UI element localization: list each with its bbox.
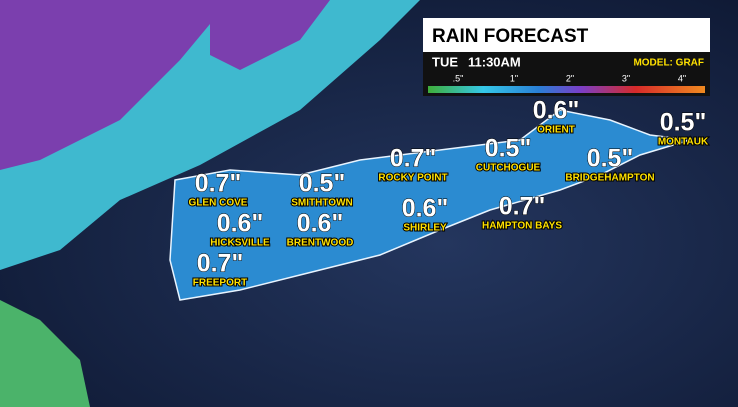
model: MODEL: GRAF (633, 58, 704, 69)
title: RAIN FORECAST (432, 26, 589, 47)
title-bar (423, 18, 710, 52)
rain-amount: 0.6" (402, 195, 449, 223)
location-name: ROCKY POINT (378, 173, 447, 184)
rain-amount: 0.5" (485, 135, 532, 163)
purple-region (210, 0, 330, 70)
long-island (169, 109, 691, 301)
rain-amount: 0.5" (660, 109, 707, 137)
location-name: GLEN COVE (189, 198, 248, 209)
location-name: CUTCHOGUE (476, 163, 541, 174)
rain-amount: 0.6" (533, 97, 580, 125)
rain-amount: 0.6" (297, 210, 344, 238)
rain-amount: 0.5" (299, 170, 346, 198)
legend-label: .5" (453, 73, 464, 83)
legend-label: 4" (678, 73, 686, 83)
location-name: BRENTWOOD (287, 238, 354, 249)
location-name: BRIDGEHAMPTON (565, 173, 654, 184)
rain-amount: 0.7" (195, 170, 242, 198)
legend-label: 2" (566, 73, 574, 83)
rain-amount: 0.7" (390, 145, 437, 173)
time: 11:30AM (468, 54, 521, 69)
location-name: SHIRLEY (403, 223, 447, 234)
rain-amount: 0.7" (197, 250, 244, 278)
location-name: SMITHTOWN (291, 198, 352, 209)
location-name: HAMPTON BAYS (482, 221, 562, 232)
legend-bar (428, 86, 705, 93)
location-name: HICKSVILLE (210, 238, 270, 249)
purple-region (0, 0, 230, 170)
location-name: MONTAUK (658, 137, 709, 148)
green-region (0, 300, 90, 407)
rain-amount: 0.6" (217, 210, 264, 238)
location-name: ORIENT (537, 125, 575, 136)
rain-amount: 0.7" (499, 193, 546, 221)
legend-label: 3" (622, 73, 630, 83)
legend-label: 1" (510, 73, 518, 83)
location-name: FREEPORT (193, 278, 247, 289)
day: TUE (432, 54, 458, 69)
rain-amount: 0.5" (587, 145, 634, 173)
